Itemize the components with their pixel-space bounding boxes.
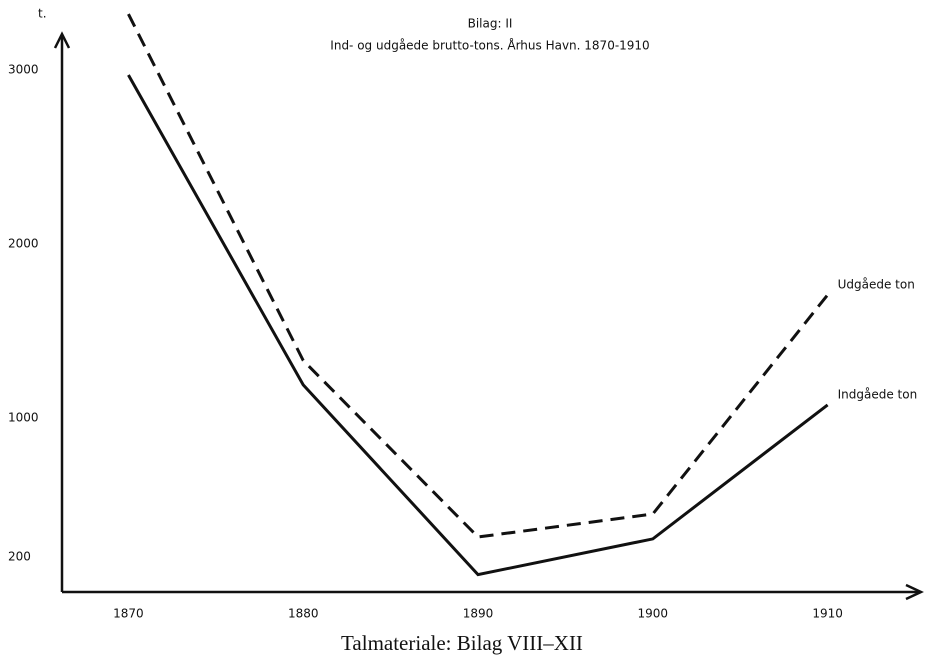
series-label: Indgåede ton: [838, 387, 918, 401]
y-tick-label: 1000: [8, 410, 39, 424]
x-tick-label: 1900: [638, 607, 669, 621]
y-axis-arrow: [53, 31, 71, 49]
y-tick-label: 3000: [8, 62, 39, 76]
x-tick-label: 1880: [288, 607, 319, 621]
x-tick-label: 1890: [463, 607, 494, 621]
y-tick-label: 2000: [8, 236, 39, 250]
chart-title: Bilag: II: [468, 17, 513, 31]
x-axis-arrow: [905, 583, 924, 601]
line-series: [127, 74, 829, 577]
x-tick-label: 1870: [113, 607, 144, 621]
y-tick-label: 200: [8, 550, 31, 564]
chart-subtitle: Ind- og udgåede brutto-tons. Århus Havn.…: [330, 38, 649, 53]
line-series: [127, 13, 829, 539]
caption: Talmateriale: Bilag VIII–XII: [341, 631, 583, 655]
x-tick-label: 1910: [812, 607, 843, 621]
series-label: Udgåede ton: [838, 277, 915, 291]
y-axis-label: t.: [38, 7, 47, 21]
